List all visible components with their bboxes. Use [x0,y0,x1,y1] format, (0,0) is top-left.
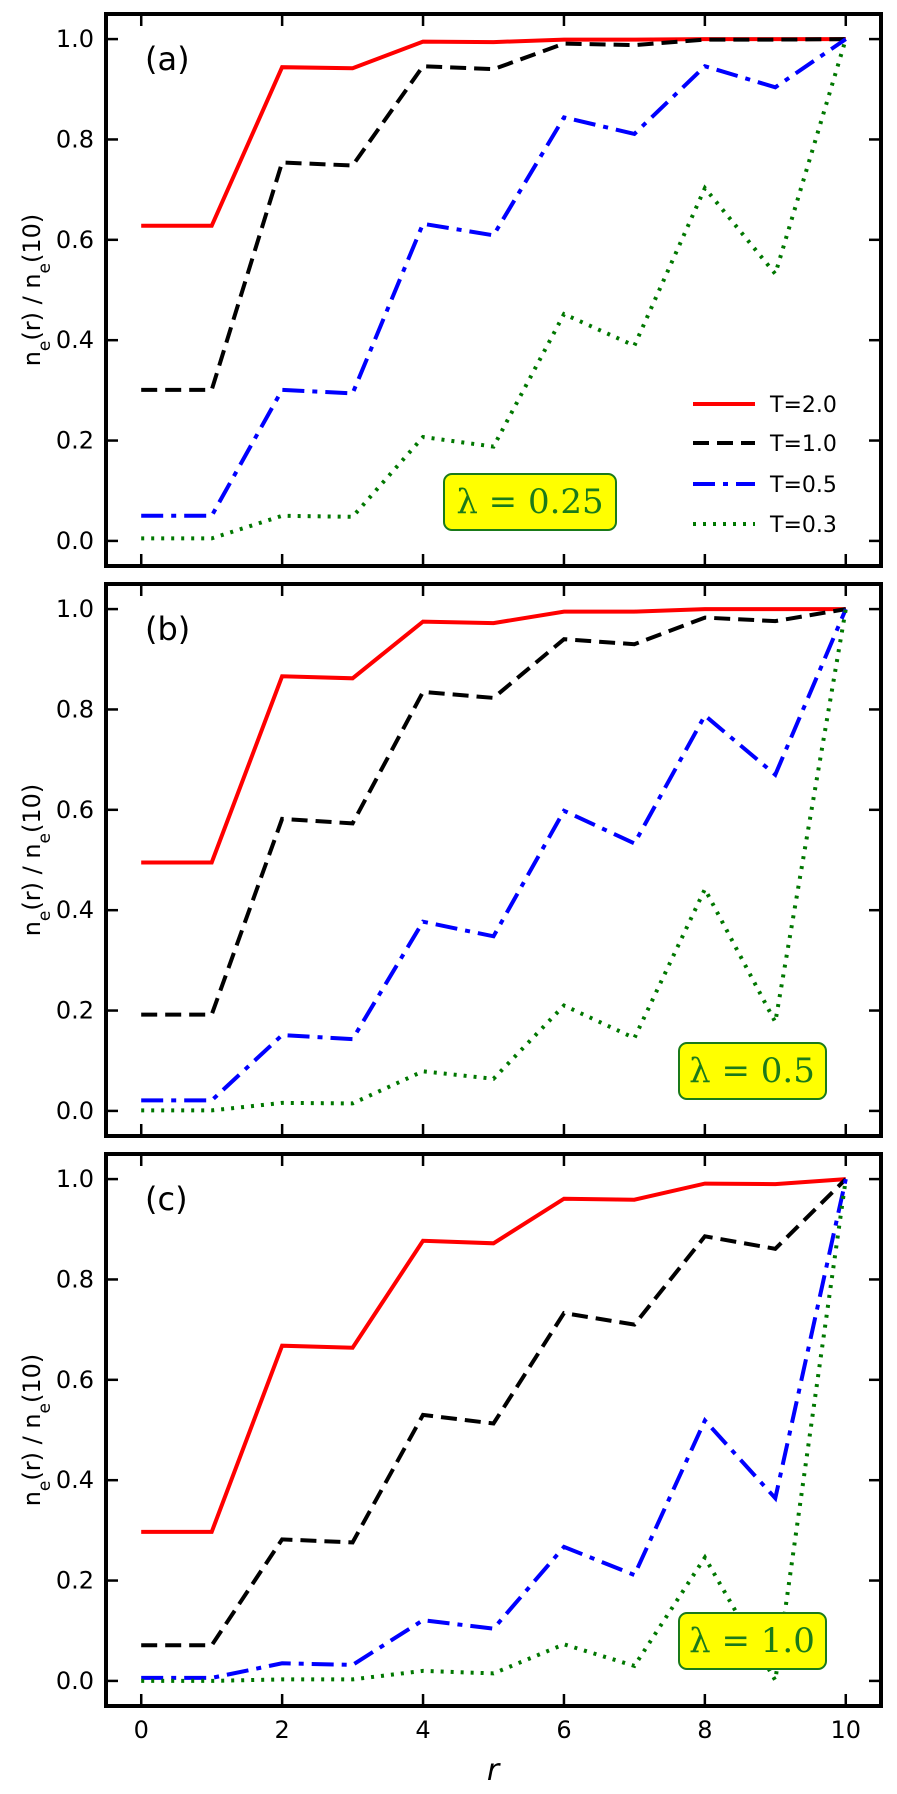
panel-c-ticks: 0.0 0.2 0.4 0.6 0.8 1.0 [56,1154,881,1706]
series-line-a-t2 [141,37,846,228]
y-tick-label-c-0: 0.0 [56,1667,94,1695]
series-line-c-t03 [141,1178,848,1687]
panel-c-series [141,1177,848,1687]
series-line-c-t2 [141,1177,846,1534]
legend-label-t05: T=0.5 [769,473,837,498]
series-line-c-t1 [141,1177,848,1648]
y-tick-label-a-0: 0.0 [56,527,94,555]
x-tick-label-2: 4 [415,1716,430,1744]
y-tick-label-a-4: 0.8 [56,125,94,153]
x-axis-label: r [487,1753,501,1788]
y-tick-label-c-4: 0.8 [56,1265,94,1293]
x-tick-label-4: 8 [697,1716,712,1744]
x-tick-labels: 0 2 4 6 8 10 [134,1716,861,1744]
legend-label-t03: T=0.3 [769,513,837,538]
series-line-a-t03 [141,38,848,541]
x-tick-label-3: 6 [556,1716,571,1744]
panel-b: 0.00.20.40.60.81.0 (b) ne(r) / ne(10) λ … [18,582,883,1138]
lambda-annotation-a: λ = 0.25 [456,482,603,522]
panel-c-frame [104,1152,883,1708]
panel-b-series [141,607,848,1113]
panel-label-c: (c) [145,1180,188,1218]
series-line-b-t2 [141,607,846,865]
panel-b-frame [104,582,883,1138]
y-tick-label-b-0: 0.0 [56,1097,94,1125]
y-tick-label-c-1: 0.2 [56,1567,94,1595]
legend-label-t2: T=2.0 [769,393,837,418]
series-line-c-t05 [141,1178,848,1680]
y-tick-label-a-5: 1.0 [56,25,94,53]
panel-a-series [141,37,848,541]
x-tick-label-5: 10 [830,1716,861,1744]
y-tick-label-b-4: 0.8 [56,695,94,723]
y-tick-label-c-2: 0.4 [56,1466,94,1494]
series-line-a-t1 [141,37,846,392]
x-tick-label-1: 2 [274,1716,289,1744]
series-line-a-t05 [141,37,847,518]
lambda-annotation-c: λ = 1.0 [689,1621,815,1661]
legend: T=2.0 T=1.0 T=0.5 T=0.3 [693,393,837,538]
series-line-b-t03 [141,608,848,1113]
panel-a-ticks: 0.0 0.2 0.4 0.6 0.8 1.0 [56,14,881,566]
y-tick-label-c-3: 0.6 [56,1366,94,1394]
x-tick-label-0: 0 [134,1716,149,1744]
panel-c: 0.00.20.40.60.81.0 (c) ne(r) / ne(10) λ … [18,1152,883,1788]
panel-a-frame [104,12,883,568]
legend-label-t1: T=1.0 [769,432,837,457]
lambda-box-a [443,473,617,531]
y-tick-label-b-5: 1.0 [56,595,94,623]
y-tick-label-b-1: 0.2 [56,997,94,1025]
lambda-box-c [678,1612,827,1670]
y-tick-label-b-2: 0.4 [56,896,94,924]
lambda-annotation-b: λ = 0.5 [689,1051,815,1091]
panel-label-a: (a) [145,40,190,78]
y-tick-label-c-5: 1.0 [56,1165,94,1193]
panel-label-b: (b) [145,610,190,648]
y-tick-label-b-3: 0.6 [56,796,94,824]
lambda-box-b [678,1042,827,1100]
y-tick-label-a-1: 0.2 [56,427,94,455]
series-line-b-t1 [141,607,847,1017]
series-line-b-t05 [141,608,848,1103]
y-tick-label-a-3: 0.6 [56,226,94,254]
y-tick-label-a-2: 0.4 [56,326,94,354]
